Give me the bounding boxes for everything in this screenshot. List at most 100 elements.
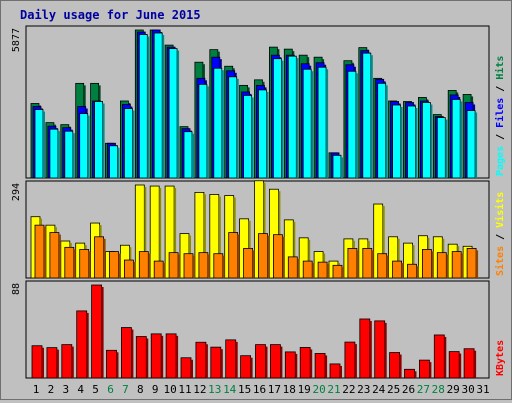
bar-pages-day-20 (317, 66, 327, 179)
bar-pages-day-3-shade (72, 133, 75, 178)
bar-sites-day-2-shade (58, 234, 61, 278)
bar-kbytes-day-25 (389, 352, 401, 379)
bar-kbytes-day-13-shade (220, 349, 223, 378)
bar-pages-day-22 (347, 70, 357, 179)
x-tick-label: 15 (238, 383, 251, 396)
bar-pages-day-12 (198, 83, 208, 179)
bar-pages-day-16 (258, 89, 267, 179)
bar-pages-day-27-shade (430, 104, 433, 178)
bar-visits-day-9-shade (159, 188, 162, 278)
bar-kbytes-day-13 (210, 346, 222, 379)
x-tick-label: 25 (387, 383, 400, 396)
legend-kbytes: KBytes (495, 340, 506, 376)
bar-sites-day-27-shade (431, 251, 434, 278)
bar-sites-day-30-shade (476, 250, 479, 278)
bar-pages-day-7-shade (132, 110, 135, 178)
bar-kbytes-day-27 (418, 359, 430, 379)
bar-pages-day-25-shade (400, 107, 403, 178)
bar-sites-day-8-shade (148, 253, 151, 278)
bar-pages-day-21-shade (341, 157, 343, 178)
bar-pages-day-18-shade (296, 58, 299, 178)
bar-sites-day-7-shade (133, 262, 136, 278)
bar-sites-day-16-shade (267, 235, 270, 278)
bar-kbytes-day-15 (240, 355, 252, 379)
bar-kbytes-day-12 (195, 341, 207, 379)
bar-sites-day-15 (243, 248, 254, 279)
bar-pages-day-23 (362, 52, 372, 179)
bar-pages-day-19-shade (311, 71, 314, 178)
x-tick-label: 4 (77, 383, 84, 396)
bar-sites-day-21 (332, 264, 343, 279)
bar-kbytes-day-18-shade (295, 353, 298, 378)
x-tick-label: 2 (48, 383, 55, 396)
bar-visits-day-13-shade (218, 196, 221, 278)
panel-bottom-max-label: 88 (11, 283, 22, 295)
bar-sites-day-22-shade (356, 250, 359, 278)
bar-visits-day-16-shade (263, 182, 266, 278)
bar-pages-day-17-shade (281, 60, 284, 178)
bar-pages-day-14-shade (236, 78, 239, 178)
bar-visits-day-10-shade (174, 188, 177, 278)
bar-sites-day-24 (377, 253, 388, 279)
bar-pages-day-17 (272, 58, 282, 179)
bar-pages-day-5 (94, 101, 103, 179)
panel-middle-legend: Sites / Visits (494, 192, 506, 276)
bar-sites-day-21-shade (342, 267, 344, 278)
bar-kbytes-day-3-shade (71, 346, 74, 378)
bar-sites-day-10-shade (178, 254, 181, 278)
bar-sites-day-22 (347, 248, 358, 279)
bar-pages-day-22-shade (355, 73, 358, 178)
bar-sites-day-15-shade (252, 250, 255, 278)
bar-sites-day-4-shade (88, 251, 91, 278)
x-tick-label: 20 (312, 383, 325, 396)
bar-kbytes-day-21 (329, 363, 341, 379)
bar-kbytes-day-4-shade (86, 312, 89, 378)
bar-sites-day-24-shade (386, 255, 389, 278)
panel-middle-max-label: 294 (11, 183, 22, 201)
bar-pages-day-16-shade (266, 91, 269, 178)
x-tick-label: 27 (417, 383, 430, 396)
bar-kbytes-day-18 (284, 351, 296, 379)
bar-pages-day-19 (302, 68, 312, 179)
bar-pages-day-28 (436, 117, 446, 179)
x-tick-label: 13 (208, 383, 221, 396)
panel-top-max-label: 5877 (11, 28, 22, 52)
bar-sites-day-6 (109, 251, 119, 279)
bar-pages-day-4 (79, 113, 89, 179)
bar-pages-day-23-shade (370, 55, 373, 178)
legend-files: Files (494, 98, 506, 128)
bar-pages-day-30-shade (475, 112, 478, 178)
bar-sites-day-9-shade (163, 263, 166, 278)
bar-sites-day-4 (79, 249, 90, 279)
bar-visits-day-24-shade (382, 206, 385, 278)
bar-sites-day-20-shade (327, 264, 330, 278)
bar-kbytes-day-19 (299, 347, 311, 379)
x-tick-label: 26 (402, 383, 415, 396)
x-tick-label: 8 (137, 383, 144, 396)
bar-kbytes-day-17 (269, 344, 281, 379)
bar-kbytes-day-11-shade (191, 359, 193, 378)
bar-kbytes-day-2 (46, 347, 58, 379)
bar-kbytes-day-14-shade (235, 341, 238, 378)
bar-sites-day-29 (451, 251, 462, 279)
bar-kbytes-day-14 (225, 339, 237, 379)
bar-kbytes-day-10-shade (176, 335, 179, 378)
bar-sites-day-3-shade (73, 249, 76, 278)
bar-sites-day-17 (272, 234, 283, 279)
bar-pages-day-1-shade (43, 111, 45, 178)
x-tick-label: 14 (223, 383, 237, 396)
bar-visits-day-8-shade (144, 187, 147, 278)
bar-sites-day-16 (258, 233, 268, 279)
bar-kbytes-day-1-shade (42, 347, 44, 378)
bar-pages-day-10-shade (177, 50, 180, 178)
bar-kbytes-day-24-shade (384, 322, 387, 378)
bar-visits-day-19-shade (308, 239, 311, 278)
bar-sites-day-13 (213, 253, 224, 279)
bar-kbytes-day-8-shade (146, 338, 149, 378)
x-tick-label: 5 (92, 383, 99, 396)
x-tick-label: 31 (476, 383, 489, 396)
legend-sites: Sites (494, 246, 506, 276)
bar-pages-day-24-shade (385, 85, 388, 178)
legend-visits: Visits (494, 192, 506, 228)
bar-visits-day-25-shade (397, 238, 400, 278)
